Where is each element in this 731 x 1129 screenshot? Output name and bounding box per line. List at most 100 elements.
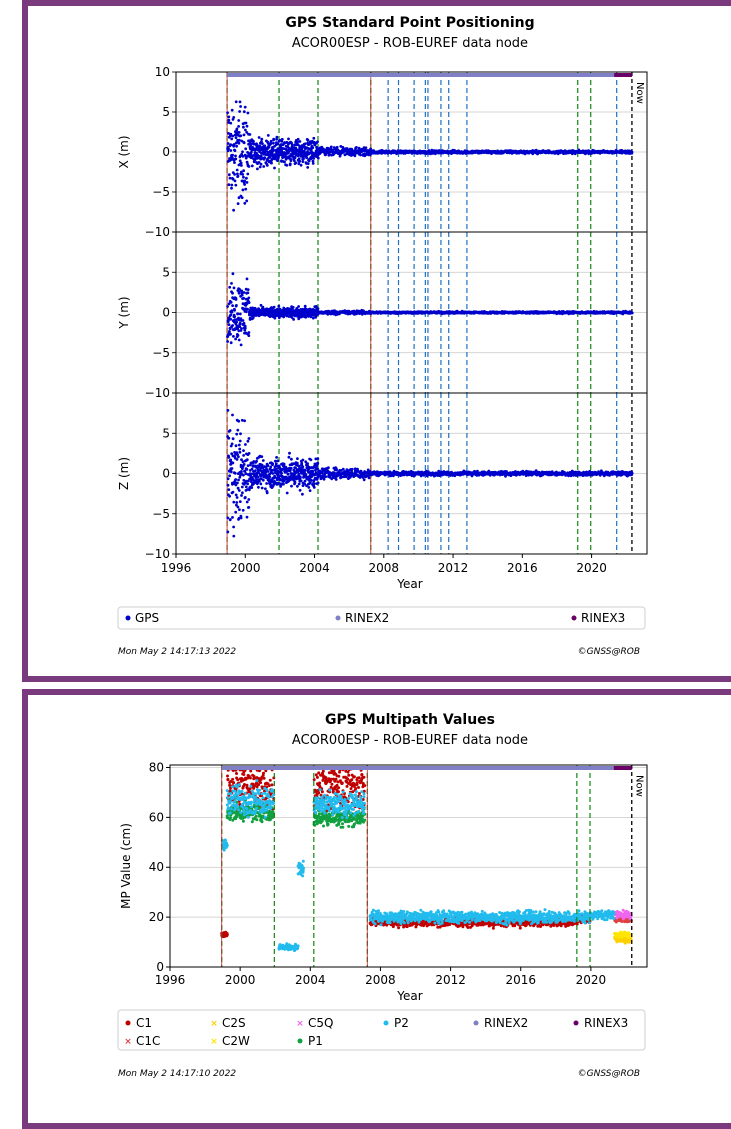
gps-point [237,119,241,122]
gps-point [293,480,297,484]
gps-point [247,331,251,334]
gps-point [240,170,243,174]
gps-point [264,487,267,491]
gps-point [237,489,241,492]
gps-point [247,498,251,501]
gps-point [226,142,230,145]
gps-point [231,153,235,157]
gps-point [311,146,315,150]
gps-point [234,100,238,104]
gps-point [240,327,243,330]
gps-point [259,162,263,166]
gps-point [226,516,230,520]
gps-point [341,145,345,149]
gps-point [249,151,253,154]
gps-point [359,153,362,157]
gps-point [236,505,240,509]
gps-point [239,432,242,436]
gps-point [247,301,251,304]
gps-point [290,457,293,461]
gps-point [260,137,264,141]
gps-point [287,455,291,459]
gps-point [355,146,358,149]
gps-point [235,501,239,504]
gps-point [241,173,245,176]
gps-point [237,455,240,459]
gps-point [234,154,237,158]
gps-point [244,128,247,132]
gps-point [292,159,296,163]
gps-point [235,432,239,436]
gps-point [350,467,354,471]
gps-point [239,134,243,138]
gps-point [263,156,267,160]
gps-point [242,463,246,466]
gps-point [234,337,238,341]
gps-point [296,457,299,460]
gps-point [231,324,235,327]
gps-point [226,340,230,343]
gps-point [244,187,248,191]
gps-point [331,148,335,152]
gps-point [248,133,252,136]
gps-point [630,150,634,154]
gps-point [235,496,239,499]
gps-point [274,459,277,463]
gps-point [276,459,280,463]
y-axis-label: Y (m) [117,296,131,329]
gps-point [304,473,308,476]
gps-point [298,159,302,163]
gps-point [254,469,257,473]
gps-point [237,443,241,447]
gps-point [246,307,249,311]
gps-point [227,436,231,440]
gps-point [305,156,308,159]
gps-point [275,135,279,139]
gps-point [235,304,238,307]
gps-point [369,147,372,151]
gps-point [243,469,246,473]
gps-point [243,183,247,186]
gps-point [291,306,295,309]
gps-point [271,148,275,151]
gps-point [228,429,232,432]
gps-point [246,482,250,486]
gps-point [297,305,300,308]
gps-point [238,100,242,104]
gps-point [242,449,245,452]
gps-point [284,157,288,161]
gps-point [630,311,634,315]
gps-point [242,141,246,145]
gps-point [238,450,242,454]
gps-point [243,496,247,499]
gps-point [309,458,313,462]
y-tick-label: 5 [162,265,170,279]
gps-point [316,140,319,144]
gps-point [312,136,316,140]
gps-point [241,508,245,512]
gps-point [245,181,249,184]
gps-point [238,159,242,163]
gps-point [240,179,244,183]
gps-point [234,183,238,187]
gps-point [269,139,273,143]
gps-point [242,169,246,173]
gps-point [232,525,236,529]
gps-point [231,134,235,138]
gps-point [245,515,249,519]
gps-point [293,156,297,159]
gps-point [240,164,243,167]
gps-point [335,468,338,472]
gps-point [226,483,230,487]
gps-point [273,145,276,148]
gps-point [235,320,239,324]
gps-point [258,165,262,169]
gps-point [236,174,240,178]
gps-point [228,474,232,478]
gps-point [242,125,245,129]
gps-point [226,111,230,115]
gps-point [242,133,246,137]
gps-point [226,477,230,481]
gps-point [327,466,330,470]
